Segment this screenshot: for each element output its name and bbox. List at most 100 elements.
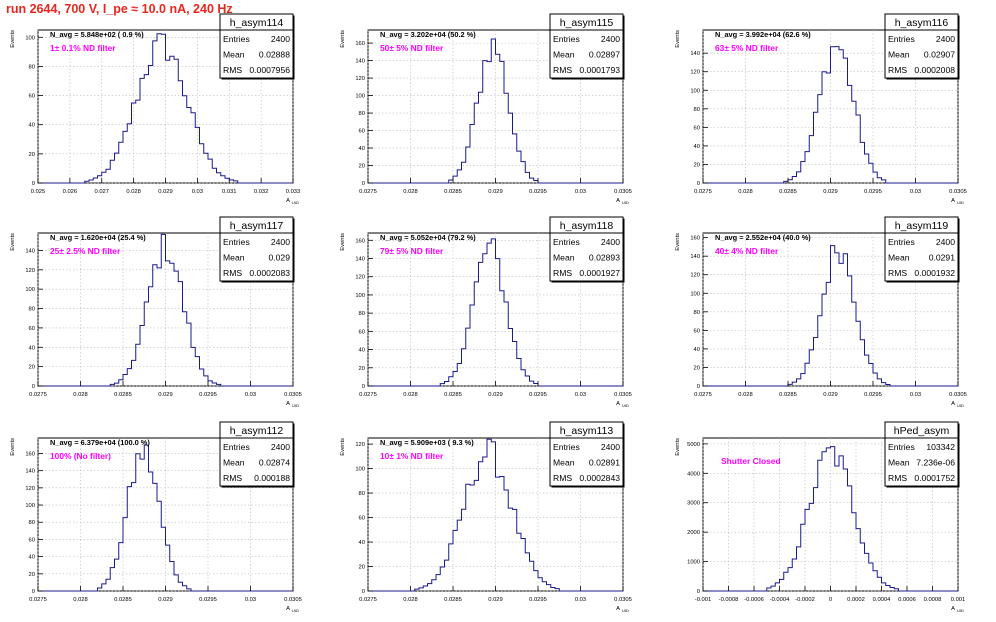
navg-label: N_avg = 5.052e+04 (79.2 %): [380, 233, 476, 242]
y-tick-label: 120: [355, 442, 365, 448]
x-axis-label-sub: UID: [622, 200, 629, 205]
filter-label: 25± 2.5% ND filter: [50, 246, 121, 256]
x-axis-label: A: [951, 198, 955, 204]
y-tick-label: 60: [29, 326, 35, 332]
x-tick-label: 0.03: [245, 392, 256, 398]
filter-label: 63± 5% ND filter: [715, 43, 779, 53]
x-tick-label: 0.029: [488, 392, 503, 398]
y-tick-label: 80: [29, 64, 35, 70]
x-axis-label: A: [286, 606, 290, 612]
stats-box: [219, 216, 294, 282]
x-tick-label: 0.026: [63, 189, 78, 195]
x-tick-label: 0.0295: [864, 189, 882, 195]
filter-label: 40± 4% ND filter: [715, 246, 779, 256]
stats-key-entries: Entries: [553, 442, 580, 452]
x-tick-label: 0.029: [158, 392, 173, 398]
stats-value-entries: 103342: [926, 442, 955, 452]
x-axis-label: A: [951, 401, 955, 407]
filter-label: 10± 1% ND filter: [380, 451, 444, 461]
x-axis-label: A: [286, 198, 290, 204]
histogram-panel-h_asym118: 0.0275 0.028 0.0285 0.029 0.0295 0.03 0.0305 0 2…: [340, 216, 632, 408]
y-tick-label: 140: [690, 254, 700, 260]
stats-value-mean: 0.02897: [589, 50, 620, 60]
stats-key-mean: Mean: [223, 50, 245, 60]
x-tick-label: 0.0275: [694, 189, 712, 195]
stats-key-rms: RMS: [888, 268, 907, 278]
stats-box: [549, 13, 624, 79]
navg-label: N_avg = 5.848e+02 ( 0.9 %): [50, 30, 144, 39]
filter-label: 50± 5% ND filter: [380, 43, 444, 53]
x-tick-label: 0.031: [222, 189, 237, 195]
y-axis-label: Events: [10, 438, 16, 456]
y-tick-label: 60: [694, 328, 700, 334]
stats-key-entries: Entries: [223, 237, 250, 247]
stats-value-mean: 0.02891: [589, 458, 620, 468]
x-tick-label: 0.0275: [359, 392, 377, 398]
y-tick-label: 40: [359, 146, 365, 152]
y-tick-label: 120: [690, 273, 700, 279]
y-tick-label: 20: [359, 164, 365, 170]
x-tick-label: 0.028: [126, 189, 141, 195]
stats-value-rms: 0.0007956: [249, 65, 290, 75]
y-tick-label: 120: [25, 486, 35, 492]
y-tick-label: 60: [694, 125, 700, 131]
x-axis-label-sub: UID: [292, 200, 299, 205]
stats-box: [219, 13, 294, 79]
y-tick-label: 20: [359, 565, 365, 571]
x-tick-label: 0.0008: [924, 597, 942, 603]
x-tick-label: -0.0004: [770, 597, 790, 603]
stats-value-mean: 0.02874: [259, 458, 290, 468]
x-tick-label: 0.028: [738, 189, 753, 195]
x-tick-label: 0.028: [403, 189, 418, 195]
y-tick-label: 140: [355, 59, 365, 65]
y-axis-label: Events: [10, 233, 16, 251]
histogram-bars: [38, 444, 293, 592]
stats-value-mean: 7.236e-06: [916, 458, 955, 468]
x-tick-label: -0.0006: [744, 597, 764, 603]
x-tick-label: 0.029: [823, 392, 838, 398]
y-tick-label: 140: [25, 248, 35, 254]
y-tick-label: 80: [359, 311, 365, 317]
y-tick-label: 100: [355, 293, 365, 299]
y-tick-label: 3000: [687, 501, 700, 507]
stats-value-entries: 2400: [601, 34, 620, 44]
stats-box: [219, 421, 294, 487]
x-tick-label: 0.033: [286, 189, 301, 195]
stats-key-entries: Entries: [888, 237, 915, 247]
y-tick-label: 0: [697, 384, 700, 390]
histogram-bars: [703, 46, 958, 184]
stats-value-mean: 0.02907: [924, 50, 955, 60]
x-tick-label: 0.028: [403, 392, 418, 398]
navg-label: N_avg = 1.620e+04 (25.4 %): [50, 233, 146, 242]
y-tick-label: 0: [32, 181, 35, 187]
y-tick-label: 0: [32, 384, 35, 390]
y-tick-label: 60: [359, 329, 365, 335]
stats-key-mean: Mean: [223, 458, 245, 468]
x-tick-label: 0.0285: [779, 392, 797, 398]
histogram-bars: [703, 245, 958, 387]
x-axis-label: A: [616, 606, 620, 612]
y-tick-label: 80: [359, 111, 365, 117]
stats-box: [549, 421, 624, 487]
x-tick-label: 0.029: [488, 597, 503, 603]
stats-key-entries: Entries: [553, 237, 580, 247]
y-tick-label: 0: [362, 384, 365, 390]
histogram-panel-hPed_asym: -0.001 -0.0008 -0.0006 -0.0004 -0.0002 0 0.000…: [675, 421, 965, 613]
stats-key-mean: Mean: [223, 253, 245, 263]
y-axis-label: Events: [340, 438, 346, 456]
histogram-panel-h_asym115: 0.0275 0.028 0.0285 0.029 0.0295 0.03 0.0305 0 2…: [340, 13, 632, 205]
y-tick-label: 160: [690, 236, 700, 242]
histogram-panel-h_asym116: 0.0275 0.028 0.0285 0.029 0.0295 0.03 0.0305 0 2…: [675, 13, 967, 205]
x-axis-label: A: [951, 606, 955, 612]
x-tick-label: 0.0305: [949, 189, 967, 195]
x-tick-label: -0.0002: [795, 597, 815, 603]
y-tick-label: 120: [25, 268, 35, 274]
y-tick-label: 100: [25, 503, 35, 509]
x-tick-label: 0.0275: [694, 392, 712, 398]
stats-box: [884, 13, 959, 79]
x-tick-label: 0.025: [31, 189, 46, 195]
x-axis-label: A: [616, 401, 620, 407]
x-axis-label-sub: UID: [622, 403, 629, 408]
y-tick-label: 80: [694, 107, 700, 113]
x-tick-label: 0.032: [254, 189, 269, 195]
